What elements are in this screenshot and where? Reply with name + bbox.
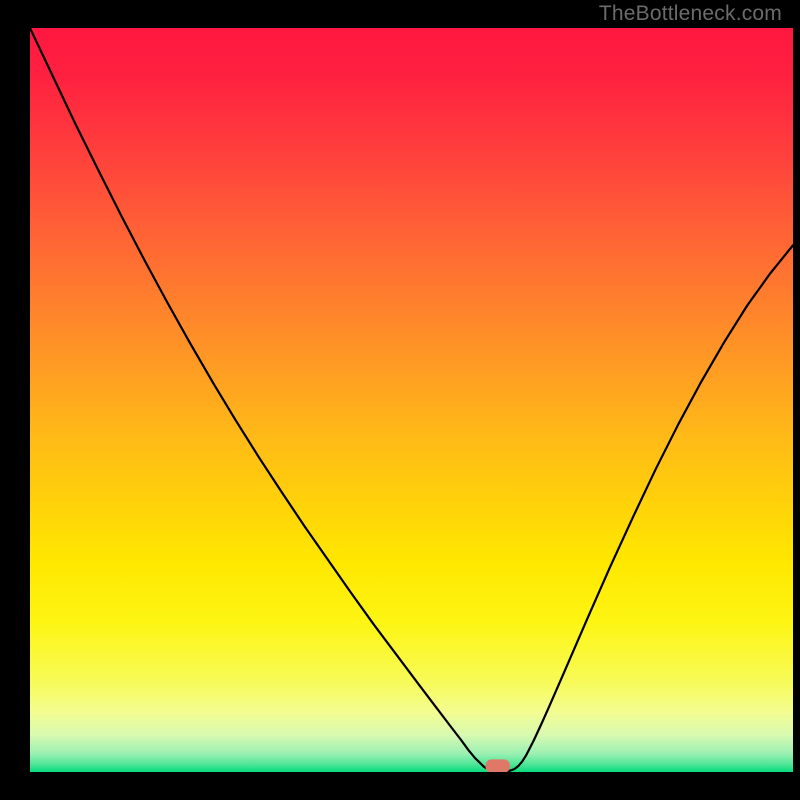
gradient-background <box>30 28 793 772</box>
chart-frame: TheBottleneck.com <box>0 0 800 800</box>
optimal-point-marker <box>486 759 510 772</box>
bottleneck-curve-chart <box>30 28 793 772</box>
watermark-text: TheBottleneck.com <box>599 2 782 26</box>
